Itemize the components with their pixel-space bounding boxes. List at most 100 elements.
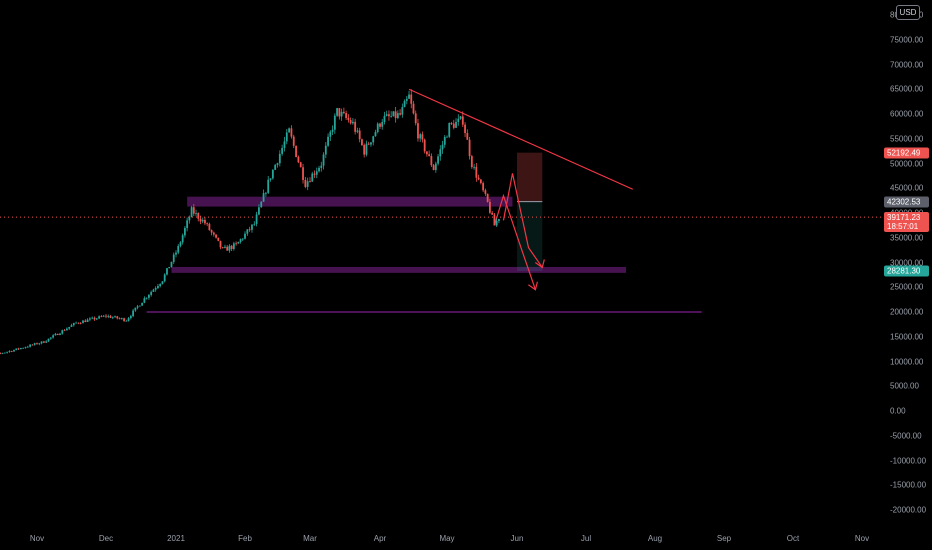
candle	[114, 316, 116, 318]
candle	[138, 305, 141, 307]
candle	[95, 318, 98, 320]
candle	[45, 341, 48, 343]
candle	[246, 229, 249, 234]
candle	[52, 335, 54, 338]
candle	[24, 347, 27, 348]
candle	[285, 132, 288, 142]
candle	[206, 223, 209, 225]
candle	[302, 167, 304, 180]
candle	[358, 130, 361, 140]
candle	[166, 268, 168, 275]
candle	[63, 330, 66, 332]
candle	[405, 98, 408, 102]
candle	[281, 147, 284, 154]
x-tick-label: 2021	[167, 534, 185, 543]
candle	[477, 177, 480, 180]
candle	[136, 306, 139, 308]
candle	[489, 201, 491, 213]
candle	[423, 139, 426, 152]
candle	[345, 113, 348, 118]
candle	[3, 352, 6, 354]
candle	[10, 351, 13, 352]
candle	[241, 238, 244, 240]
candle	[401, 107, 404, 115]
candle	[470, 156, 473, 168]
candle	[226, 246, 229, 251]
candle	[269, 178, 272, 180]
candle	[98, 316, 100, 319]
candle	[6, 351, 8, 353]
candle	[306, 181, 309, 187]
candle	[38, 343, 41, 345]
candle	[72, 323, 75, 326]
candle	[322, 154, 325, 166]
candle	[354, 121, 357, 132]
candle	[459, 116, 462, 119]
price-chart[interactable]	[0, 0, 884, 530]
candle	[186, 220, 189, 229]
candle	[154, 288, 157, 290]
candle	[446, 136, 448, 138]
candle	[324, 145, 327, 155]
candle	[283, 141, 286, 148]
axis-corner	[884, 530, 932, 550]
candle	[84, 320, 87, 322]
price-label-value: 52192.49	[887, 148, 921, 158]
candle	[192, 207, 195, 214]
currency-button[interactable]: USD	[896, 5, 920, 20]
candle	[414, 113, 417, 124]
candle	[8, 351, 11, 352]
candle	[188, 217, 191, 221]
time-axis[interactable]: Nov Dec 2021 Feb Mar Apr May Jun Jul Aug Sep Oct Nov	[0, 530, 884, 550]
candle	[356, 130, 359, 132]
candle	[141, 302, 144, 306]
candle	[276, 163, 279, 165]
candle	[201, 219, 204, 222]
candle	[61, 330, 64, 334]
candle	[20, 348, 22, 350]
candle	[309, 181, 311, 183]
y-tick-label: -20000.00	[890, 505, 927, 515]
candle	[86, 319, 89, 322]
candle	[426, 151, 428, 155]
candle	[412, 103, 415, 114]
candle	[437, 156, 439, 164]
x-tick-label: Mar	[303, 534, 317, 543]
candle	[457, 118, 460, 122]
candle	[297, 157, 300, 163]
candle	[331, 129, 334, 132]
candle	[484, 190, 487, 194]
candle	[475, 166, 478, 178]
price-label: 52192.49	[884, 147, 929, 159]
candle	[77, 322, 80, 324]
candle	[448, 122, 451, 137]
candle	[248, 229, 251, 231]
price-axis[interactable]: 80000.0075000.0070000.0065000.0060000.00…	[884, 0, 932, 530]
candle	[295, 145, 297, 158]
candle	[184, 228, 186, 236]
x-tick-label: Feb	[238, 534, 252, 543]
candle	[68, 326, 71, 329]
y-tick-label: 65000.00	[890, 84, 924, 94]
x-tick-label: Oct	[786, 534, 800, 543]
candle	[417, 123, 419, 139]
candle	[365, 143, 368, 155]
candle	[349, 119, 352, 124]
candle	[392, 111, 395, 117]
candle	[152, 289, 155, 292]
candle	[408, 94, 410, 99]
candle	[288, 128, 291, 133]
candle	[105, 315, 107, 317]
candle	[221, 247, 224, 249]
candle	[452, 123, 455, 128]
candle	[179, 242, 182, 246]
y-tick-label: -10000.00	[890, 456, 927, 465]
candle	[13, 349, 15, 352]
x-tick-label: Jun	[510, 534, 524, 543]
candle	[352, 121, 354, 124]
candle	[394, 111, 397, 118]
candle	[168, 266, 171, 269]
candle	[208, 223, 211, 231]
candle	[120, 318, 123, 320]
candle	[75, 322, 77, 324]
